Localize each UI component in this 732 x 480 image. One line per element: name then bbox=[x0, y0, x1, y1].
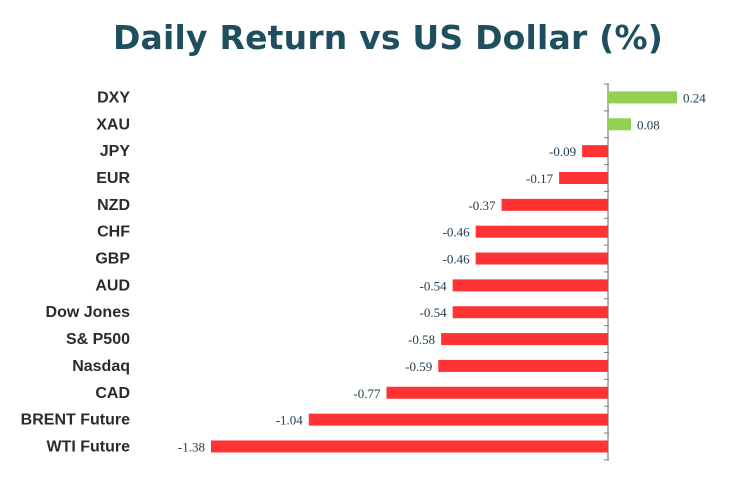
category-label: EUR bbox=[96, 170, 130, 187]
bar-jpy bbox=[582, 145, 608, 158]
category-label: AUD bbox=[95, 277, 130, 294]
value-label: -0.54 bbox=[420, 278, 448, 293]
category-label: CHF bbox=[97, 224, 130, 241]
category-label: BRENT Future bbox=[21, 412, 130, 429]
category-label: WTI Future bbox=[46, 438, 130, 455]
bar-eur bbox=[559, 171, 608, 184]
bar-chf bbox=[475, 225, 608, 238]
bar-xau bbox=[608, 118, 632, 131]
category-label: Nasdaq bbox=[72, 358, 130, 375]
category-label: XAU bbox=[96, 116, 130, 133]
bar-s-p500 bbox=[441, 333, 608, 346]
bar-dxy bbox=[608, 91, 678, 104]
value-label: -0.59 bbox=[405, 359, 432, 374]
value-label: -0.54 bbox=[420, 305, 448, 320]
bar-nzd bbox=[501, 198, 608, 211]
category-label: CAD bbox=[95, 385, 130, 402]
value-label: -0.17 bbox=[526, 171, 554, 186]
chart-title: Daily Return vs US Dollar (%) bbox=[112, 18, 664, 57]
value-label: 0.08 bbox=[637, 117, 660, 132]
category-label: S& P500 bbox=[66, 331, 130, 348]
bar-wti-future bbox=[211, 440, 608, 453]
bar-gbp bbox=[475, 252, 608, 265]
value-label: -0.46 bbox=[443, 225, 471, 240]
value-label: -0.58 bbox=[408, 332, 435, 347]
value-label: -1.04 bbox=[276, 413, 304, 428]
category-label: Dow Jones bbox=[46, 304, 131, 321]
bar-brent-future bbox=[308, 413, 608, 426]
value-label: -1.38 bbox=[178, 439, 205, 454]
category-label: JPY bbox=[100, 143, 131, 160]
category-label: DXY bbox=[97, 89, 130, 106]
value-label: 0.24 bbox=[683, 90, 706, 105]
bar-nasdaq bbox=[438, 359, 608, 372]
bar-dow-jones bbox=[452, 306, 608, 319]
value-label: -0.37 bbox=[468, 198, 496, 213]
value-label: -0.46 bbox=[443, 252, 471, 267]
category-label: NZD bbox=[97, 197, 130, 214]
value-label: -0.77 bbox=[353, 386, 381, 401]
bar-cad bbox=[386, 386, 608, 399]
value-label: -0.09 bbox=[549, 144, 576, 159]
bar-aud bbox=[452, 279, 608, 292]
category-label: GBP bbox=[95, 251, 130, 268]
